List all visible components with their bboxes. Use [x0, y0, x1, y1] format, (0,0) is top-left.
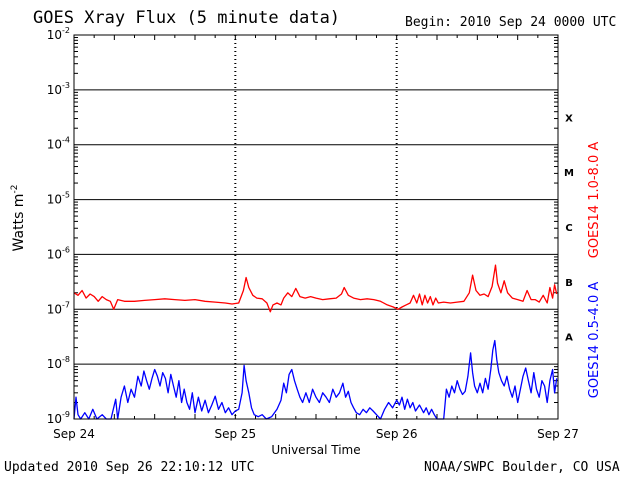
y-tick-exponent: -9	[62, 410, 70, 419]
y-tick-base: 10	[47, 357, 62, 371]
xray-flux-chart: 10-910-810-710-610-510-410-310-2 Sep 24 S…	[10, 26, 602, 457]
y-axis-label: Watts m-2	[10, 185, 27, 252]
flare-class-label: X	[565, 113, 573, 124]
legend-long-channel: GOES14 1.0-8.0 A	[587, 142, 602, 259]
flare-class-label: M	[564, 168, 574, 179]
begin-time: Begin: 2010 Sep 24 0000 UTC	[405, 15, 617, 30]
x-tick-label: Sep 25	[214, 427, 256, 441]
y-axis-label-base: Watts m	[11, 194, 27, 252]
flare-class-label: A	[565, 333, 573, 344]
y-tick-base: 10	[47, 138, 62, 152]
y-tick-exponent: -2	[62, 26, 70, 35]
y-tick-label: 10-2	[47, 26, 70, 42]
updated-timestamp: Updated 2010 Sep 26 22:10:12 UTC	[4, 460, 255, 475]
y-tick-label: 10-3	[47, 81, 70, 97]
series-long-channel-line	[73, 264, 558, 313]
y-tick-exponent: -8	[62, 355, 70, 364]
data-credit: NOAA/SWPC Boulder, CO USA	[424, 460, 620, 475]
y-tick-label: 10-9	[47, 410, 70, 426]
plot-frame	[73, 34, 559, 420]
y-axis-label-exp: -2	[10, 185, 20, 194]
y-tick-base: 10	[47, 28, 62, 42]
series-short-channel-line	[73, 339, 558, 420]
x-axis-label: Universal Time	[271, 443, 360, 457]
y-tick-base: 10	[47, 412, 62, 426]
gridlines	[73, 34, 559, 420]
y-tick-base: 10	[47, 247, 62, 261]
x-tick-labels: Sep 24 Sep 25 Sep 26 Sep 27	[53, 427, 579, 441]
y-tick-exponent: -4	[62, 136, 70, 145]
y-tick-labels: 10-910-810-710-610-510-410-310-2	[47, 26, 70, 426]
y-tick-label: 10-8	[47, 355, 70, 371]
x-tick-label: Sep 24	[53, 427, 95, 441]
y-tick-exponent: -3	[62, 81, 70, 90]
flare-class-label: C	[565, 223, 572, 234]
y-tick-label: 10-7	[47, 300, 70, 316]
series-group	[73, 264, 558, 420]
flare-class-label: B	[565, 278, 573, 289]
y-tick-label: 10-5	[47, 191, 70, 207]
y-tick-label: 10-4	[47, 136, 70, 152]
flare-class-labels: A B C M X	[564, 113, 574, 343]
y-tick-exponent: -6	[62, 245, 70, 254]
chart-title: GOES Xray Flux (5 minute data)	[33, 8, 341, 28]
x-tick-label: Sep 26	[376, 427, 418, 441]
y-tick-base: 10	[47, 193, 62, 207]
y-tick-base: 10	[47, 83, 62, 97]
legend-short-channel: GOES14 0.5-4.0 A	[587, 282, 602, 399]
y-tick-exponent: -5	[62, 191, 70, 200]
y-tick-base: 10	[47, 302, 62, 316]
x-tick-label: Sep 27	[537, 427, 579, 441]
y-tick-exponent: -7	[62, 300, 70, 309]
y-tick-label: 10-6	[47, 245, 70, 261]
